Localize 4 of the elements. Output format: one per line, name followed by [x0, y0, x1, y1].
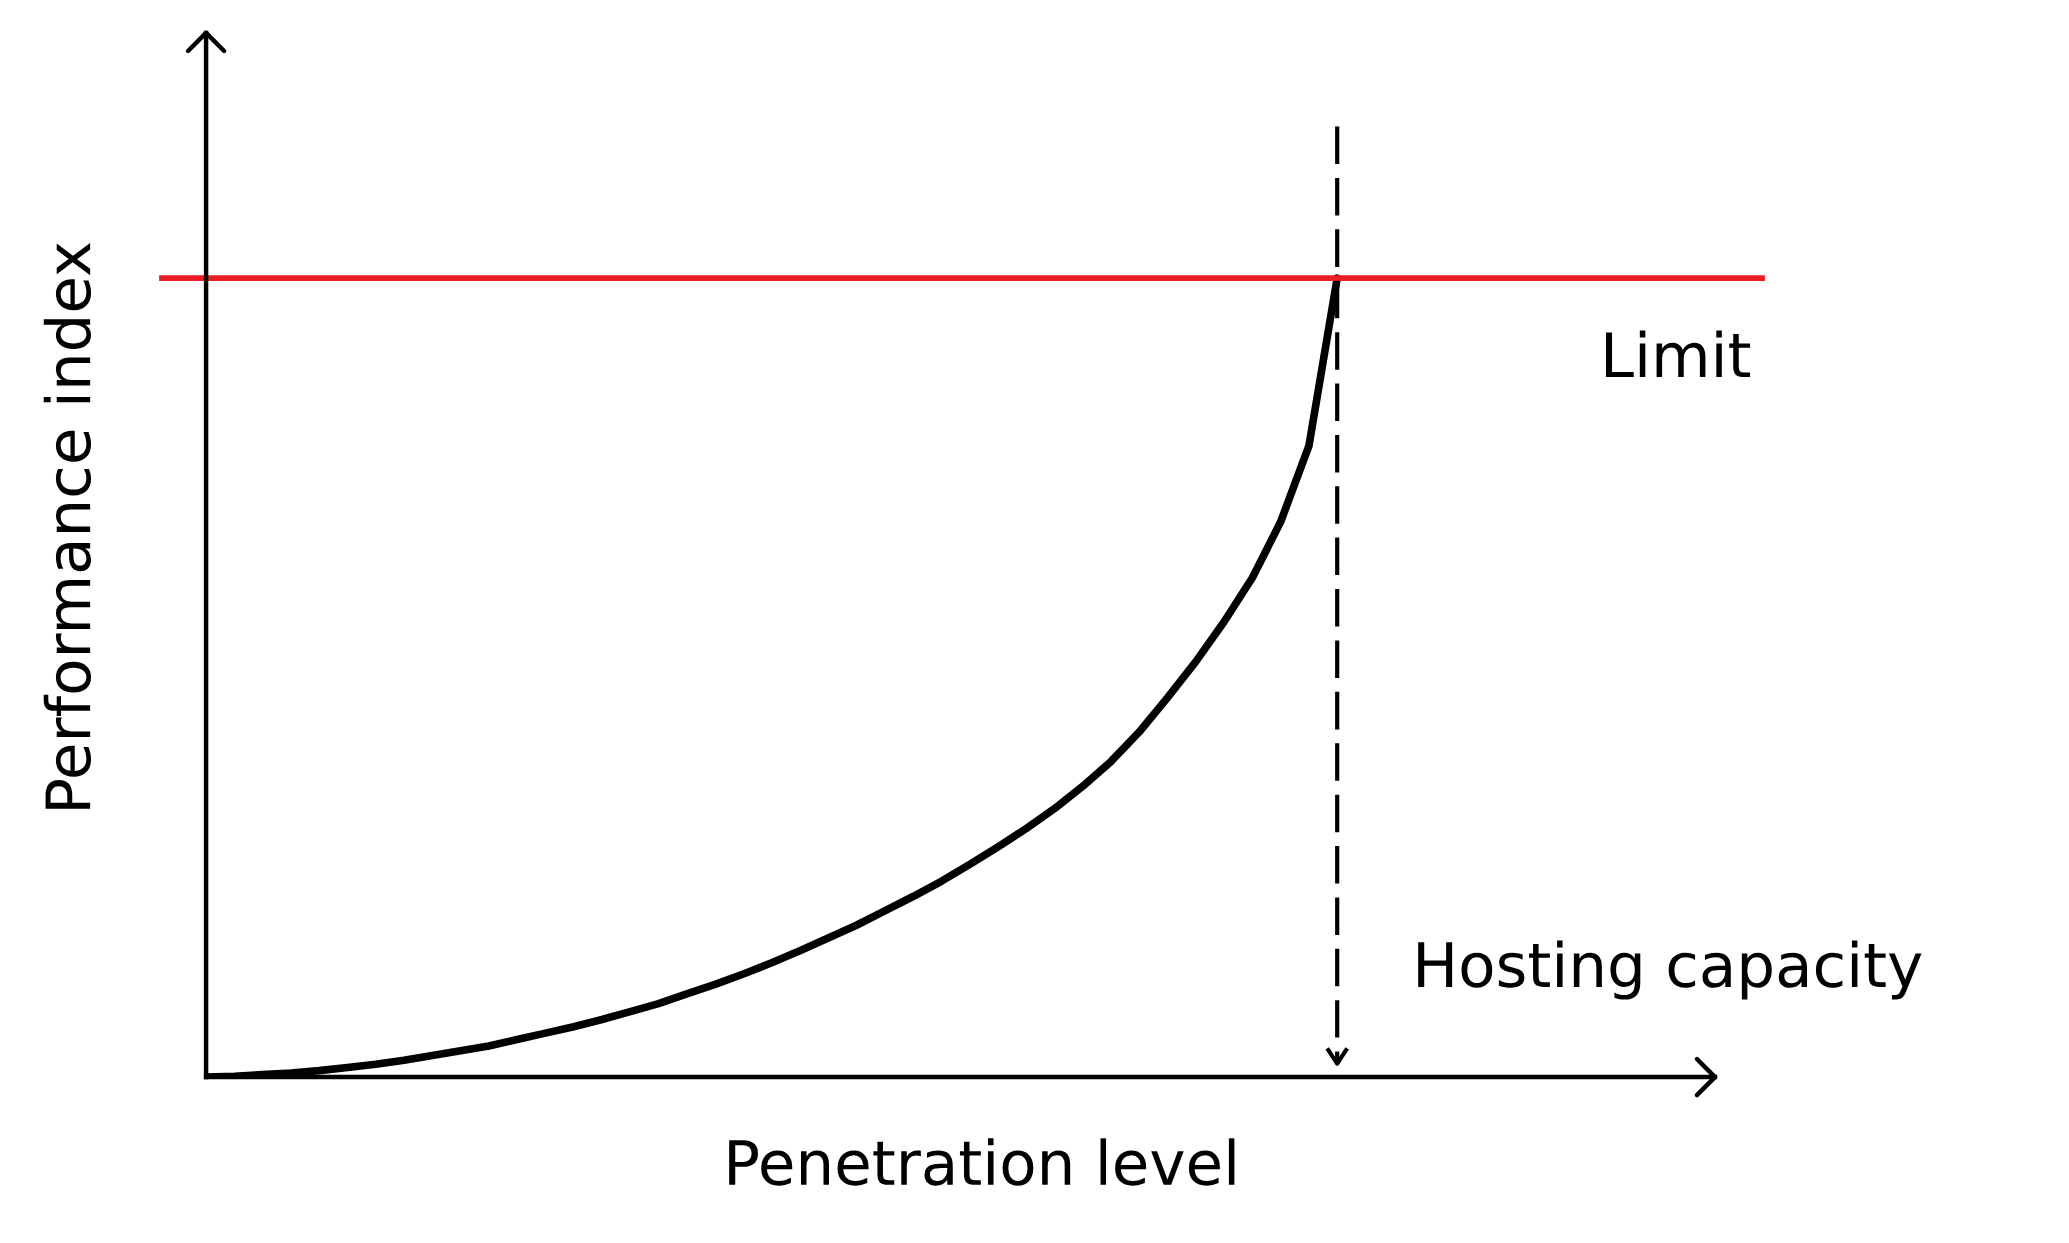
- ref-line-label: Limit: [1606, 330, 1751, 377]
- y-axis-title: Performance index: [43, 242, 92, 809]
- x-axis-title: Penetration level: [729, 1138, 1235, 1186]
- text: Hosting capacity: [1418, 940, 1922, 1000]
